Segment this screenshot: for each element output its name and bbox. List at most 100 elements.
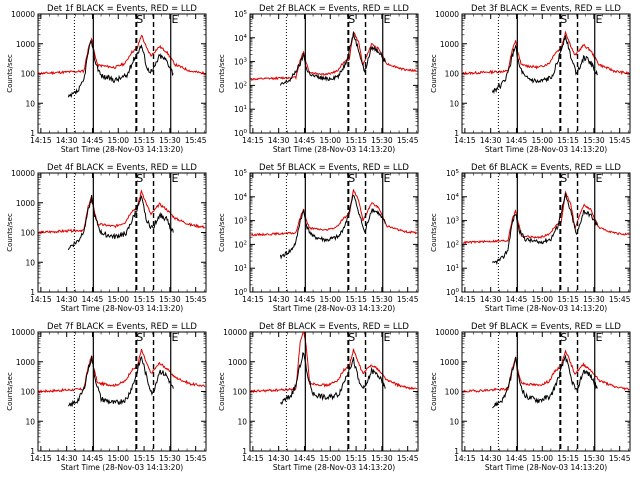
plot-frame [37, 331, 207, 452]
y-tick-label: 105 [234, 169, 248, 178]
panel-title: Det 7f BLACK = Events, RED = LLD [47, 322, 197, 332]
x-axis-label: Start Time (28-Nov-03 14:13:20) [61, 463, 183, 472]
start-marker-letter: S [348, 13, 355, 26]
x-tick-label: 14:30 [56, 295, 78, 304]
detector-panel: Det 7f BLACK = Events, RED = LLD 1 10 100 10… [6, 322, 207, 472]
y-tick-label: 1 [454, 129, 459, 138]
detector-panel: Det 8f BLACK = Events, RED = LLD 1 10 100 10… [218, 322, 419, 472]
y-tick-label: 101 [234, 105, 247, 114]
y-tick-label: 104 [446, 193, 460, 202]
y-tick-label: 100 [233, 388, 248, 397]
y-tick-label: 10 [25, 417, 35, 426]
y-tick-label: 1000 [228, 358, 247, 367]
x-tick-label: 14:15 [242, 295, 264, 304]
x-tick-label: 15:30 [371, 295, 393, 304]
x-tick-label: 15:30 [371, 136, 393, 145]
end-marker-letter: E [384, 172, 391, 185]
x-tick-label: 14:15 [454, 136, 476, 145]
end-marker-letter: E [596, 172, 603, 185]
y-tick-label: 10 [449, 417, 459, 426]
x-tick-label: 15:00 [531, 454, 553, 463]
panel-title: Det 4f BLACK = Events, RED = LLD [47, 163, 197, 173]
x-tick-label: 14:30 [480, 454, 502, 463]
x-tick-label: 15:00 [319, 136, 341, 145]
start-marker-letter: S [560, 13, 567, 26]
x-tick-label: 15:00 [319, 454, 341, 463]
y-axis-label: Counts/sec [6, 213, 14, 252]
x-tick-label: 15:30 [583, 454, 605, 463]
y-tick-label: 10 [449, 99, 459, 108]
x-tick-label: 14:45 [82, 295, 104, 304]
y-axis-label: Counts/sec [218, 213, 226, 252]
plot-frame [249, 13, 419, 134]
detector-panel: Det 5f BLACK = Events, RED = LLD 100 101 10… [218, 163, 419, 313]
events-series-line [279, 31, 386, 86]
lld-series-line [38, 189, 206, 235]
lld-series-line [462, 349, 630, 393]
end-marker-letter: E [384, 331, 391, 344]
y-tick-label: 1 [454, 447, 459, 456]
x-tick-label: 15:00 [107, 454, 129, 463]
x-tick-label: 15:30 [371, 454, 393, 463]
start-marker-letter: S [136, 172, 143, 185]
panel-title: Det 9f BLACK = Events, RED = LLD [471, 322, 621, 332]
x-tick-label: 15:45 [397, 295, 419, 304]
x-axis-label: Start Time (28-Nov-03 14:13:20) [485, 145, 607, 154]
x-tick-label: 15:15 [133, 136, 155, 145]
x-tick-label: 14:45 [506, 295, 528, 304]
start-marker-letter: S [560, 172, 567, 185]
detector-panel: Det 4f BLACK = Events, RED = LLD 1 10 100 10… [6, 163, 207, 313]
x-tick-label: 14:15 [242, 136, 264, 145]
x-tick-label: 15:30 [583, 295, 605, 304]
x-tick-label: 15:15 [345, 295, 367, 304]
x-tick-label: 14:15 [30, 454, 52, 463]
y-tick-label: 102 [446, 240, 459, 249]
x-tick-label: 14:30 [268, 295, 290, 304]
panel-title: Det 3f BLACK = Events, RED = LLD [471, 4, 621, 14]
x-tick-label: 14:15 [454, 295, 476, 304]
x-tick-label: 15:30 [159, 454, 181, 463]
end-marker-letter: E [596, 13, 603, 26]
y-tick-label: 1000 [440, 358, 459, 367]
events-series-line [280, 352, 386, 406]
y-tick-label: 1000 [16, 40, 35, 49]
x-tick-label: 15:45 [185, 295, 207, 304]
lld-series-line [250, 30, 418, 81]
panel-title: Det 6f BLACK = Events, RED = LLD [471, 163, 621, 173]
x-tick-label: 15:15 [557, 295, 579, 304]
x-tick-label: 14:45 [294, 136, 316, 145]
detector-panel: Det 6f BLACK = Events, RED = LLD 100 101 10… [430, 163, 631, 313]
start-marker-letter: S [348, 331, 355, 344]
lld-series-line [38, 348, 206, 394]
x-axis-label: Start Time (28-Nov-03 14:13:20) [485, 304, 607, 313]
x-tick-label: 15:45 [185, 136, 207, 145]
y-tick-label: 1 [30, 288, 35, 297]
y-tick-label: 103 [446, 217, 460, 226]
y-tick-label: 100 [21, 229, 36, 238]
panel-title: Det 2f BLACK = Events, RED = LLD [259, 4, 409, 14]
x-tick-label: 15:30 [159, 295, 181, 304]
x-tick-label: 14:30 [480, 295, 502, 304]
events-series-line [67, 355, 174, 407]
end-marker-letter: E [596, 331, 603, 344]
y-tick-label: 10000 [435, 10, 459, 19]
start-marker-letter: S [560, 331, 567, 344]
y-tick-label: 10000 [223, 328, 247, 337]
detector-panel: Det 2f BLACK = Events, RED = LLD 100 101 10… [218, 4, 419, 154]
lld-series-line [250, 332, 418, 394]
x-tick-label: 15:00 [531, 136, 553, 145]
x-tick-label: 14:45 [82, 136, 104, 145]
y-tick-label: 100 [234, 129, 248, 138]
y-tick-label: 10 [25, 99, 35, 108]
y-tick-label: 102 [234, 240, 247, 249]
x-tick-label: 15:00 [107, 295, 129, 304]
detector-panel: Det 1f BLACK = Events, RED = LLD 1 10 100 10… [6, 4, 207, 154]
y-tick-label: 104 [234, 193, 248, 202]
x-axis-label: Start Time (28-Nov-03 14:13:20) [61, 304, 183, 313]
y-axis-label: Counts/sec [430, 213, 438, 252]
events-series-line [279, 194, 386, 260]
y-tick-label: 103 [234, 58, 248, 67]
y-tick-label: 10000 [435, 328, 459, 337]
y-tick-label: 100 [445, 388, 460, 397]
